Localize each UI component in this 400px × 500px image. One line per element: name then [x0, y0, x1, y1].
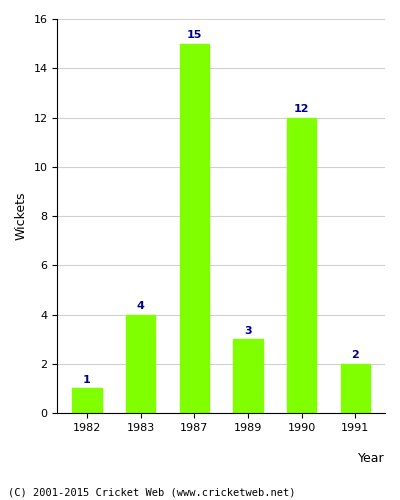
Text: 12: 12: [294, 104, 310, 114]
Bar: [340, 364, 370, 413]
Text: Year: Year: [358, 452, 385, 465]
Bar: [126, 314, 156, 413]
Bar: [287, 118, 316, 413]
Text: 1: 1: [83, 375, 91, 385]
Text: 3: 3: [244, 326, 252, 336]
Text: 2: 2: [352, 350, 359, 360]
Bar: [72, 388, 102, 413]
Text: 4: 4: [137, 301, 145, 311]
Bar: [233, 339, 263, 413]
Text: (C) 2001-2015 Cricket Web (www.cricketweb.net): (C) 2001-2015 Cricket Web (www.cricketwe…: [8, 488, 296, 498]
Bar: [180, 44, 209, 413]
Y-axis label: Wickets: Wickets: [15, 192, 28, 240]
Text: 15: 15: [187, 30, 202, 40]
